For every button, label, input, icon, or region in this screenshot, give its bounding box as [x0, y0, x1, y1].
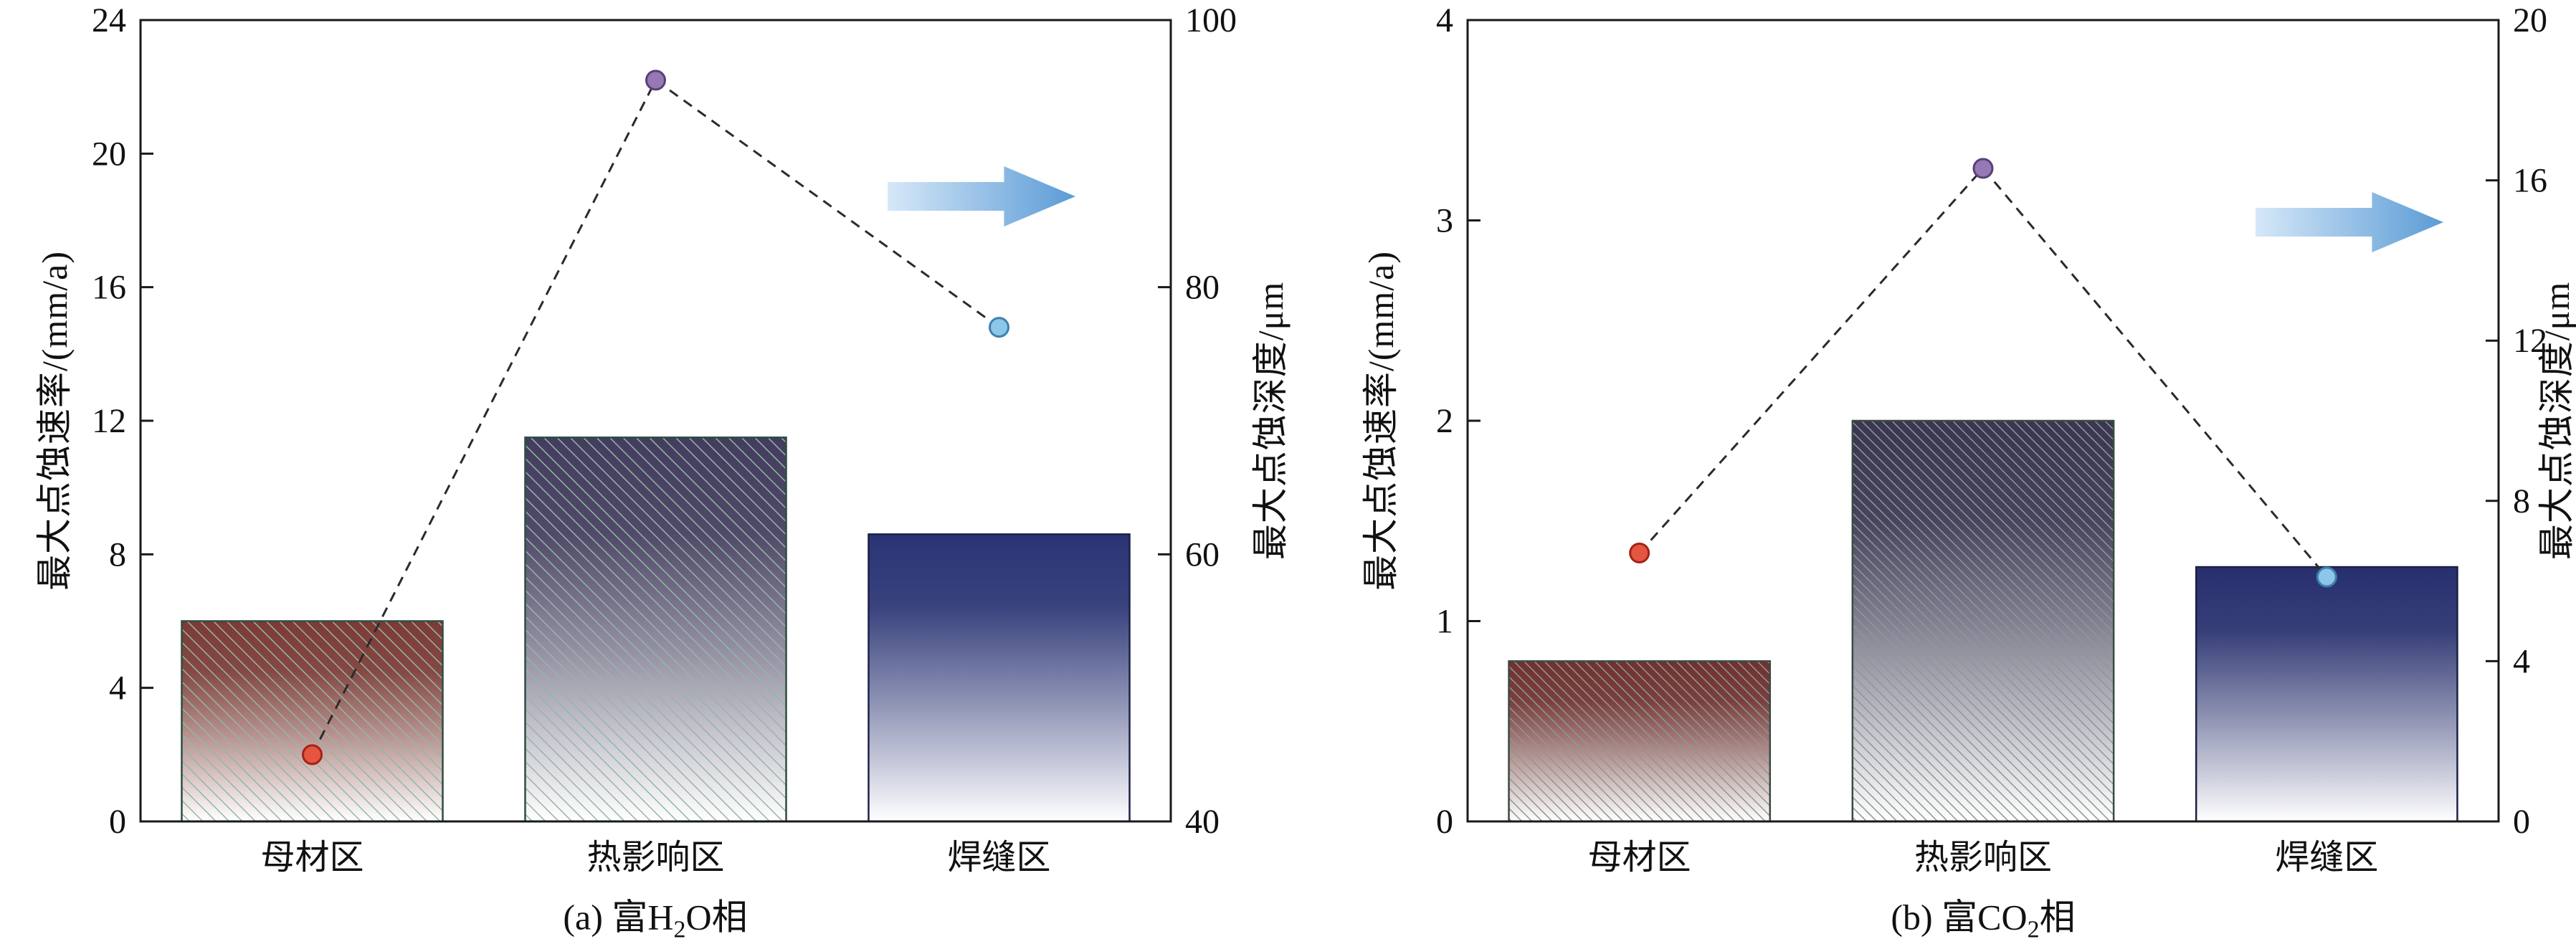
chart-a: 0 4 8 12 16 20 24 40 60 80 100 母材区 热影响区 焊缝区: [92, 1, 1237, 877]
left-axis-tick-label: 4: [109, 669, 126, 707]
caption-b-prefix: (b) 富CO: [1891, 897, 2028, 938]
bar-hatch-overlay: [1852, 421, 2114, 821]
left-axis-tick-label: 16: [92, 269, 126, 307]
right-axis-arrow-icon: [2256, 192, 2443, 252]
chart-a-caption: (a) 富H2O相: [563, 889, 747, 944]
right-axis-arrow-icon: [888, 166, 1075, 227]
left-axis-tick-label: 12: [92, 402, 126, 440]
data-marker-a-2: [989, 317, 1009, 338]
right-axis-tick-label: 0: [2513, 803, 2530, 841]
bar-hatch-overlay: [525, 437, 786, 821]
left-axis-tick-label: 8: [109, 535, 126, 573]
right-axis-tick-label: 60: [1185, 535, 1220, 573]
category-label: 母材区: [260, 839, 363, 877]
left-axis-tick-label: 0: [1436, 803, 1453, 841]
data-marker-b-1: [1972, 158, 1994, 179]
caption-b-suffix: 相: [2039, 897, 2076, 938]
chart-b-right-axis-title: 最大点蚀深度/μm: [2537, 281, 2576, 561]
category-label: 热影响区: [1914, 839, 2052, 877]
right-axis-tick-label: 80: [1185, 269, 1220, 307]
bar-a-2: [868, 534, 1130, 821]
caption-a-prefix: (a) 富H: [563, 897, 674, 938]
right-axis-tick-label: 16: [2513, 162, 2547, 200]
left-axis-tick-label: 0: [109, 803, 126, 841]
bar-b-2: [2196, 567, 2458, 821]
left-axis-tick-label: 1: [1436, 603, 1453, 641]
category-label: 焊缝区: [947, 839, 1050, 877]
caption-a-suffix: O相: [685, 897, 748, 938]
right-axis-tick-label: 40: [1185, 803, 1220, 841]
data-marker-a-0: [302, 744, 323, 766]
pitting-depth-line: [311, 78, 1000, 755]
right-axis-tick-label: 8: [2513, 482, 2530, 520]
chart-a-right-axis-title: 最大点蚀深度/μm: [1250, 281, 1291, 561]
category-label: 热影响区: [586, 839, 724, 877]
left-axis-tick-label: 4: [1436, 1, 1453, 39]
caption-a-subscript: 2: [673, 916, 686, 943]
bar-hatch-overlay: [181, 621, 443, 821]
right-axis-tick-label: 12: [2513, 322, 2547, 360]
left-axis-tick-label: 20: [92, 135, 126, 173]
chart-a-left-axis-title: 最大点蚀速率/(mm/a): [34, 250, 75, 591]
data-marker-b-2: [2316, 566, 2337, 588]
left-axis-tick-label: 3: [1436, 202, 1453, 240]
data-marker-a-1: [645, 70, 666, 91]
left-axis-tick-label: 24: [92, 1, 126, 39]
chart-b-caption: (b) 富CO2相: [1891, 889, 2075, 944]
bar-hatch-overlay: [1508, 661, 1770, 821]
category-label: 母材区: [1588, 839, 1691, 877]
left-axis-tick-label: 2: [1436, 402, 1453, 440]
data-marker-b-0: [1629, 542, 1650, 563]
caption-b-subscript: 2: [2027, 916, 2040, 943]
right-axis-tick-label: 4: [2513, 642, 2530, 680]
right-axis-tick-label: 20: [2513, 1, 2547, 39]
category-label: 焊缝区: [2275, 839, 2378, 877]
chart-b-left-axis-title: 最大点蚀速率/(mm/a): [1361, 250, 1401, 591]
right-axis-tick-label: 100: [1185, 1, 1237, 39]
